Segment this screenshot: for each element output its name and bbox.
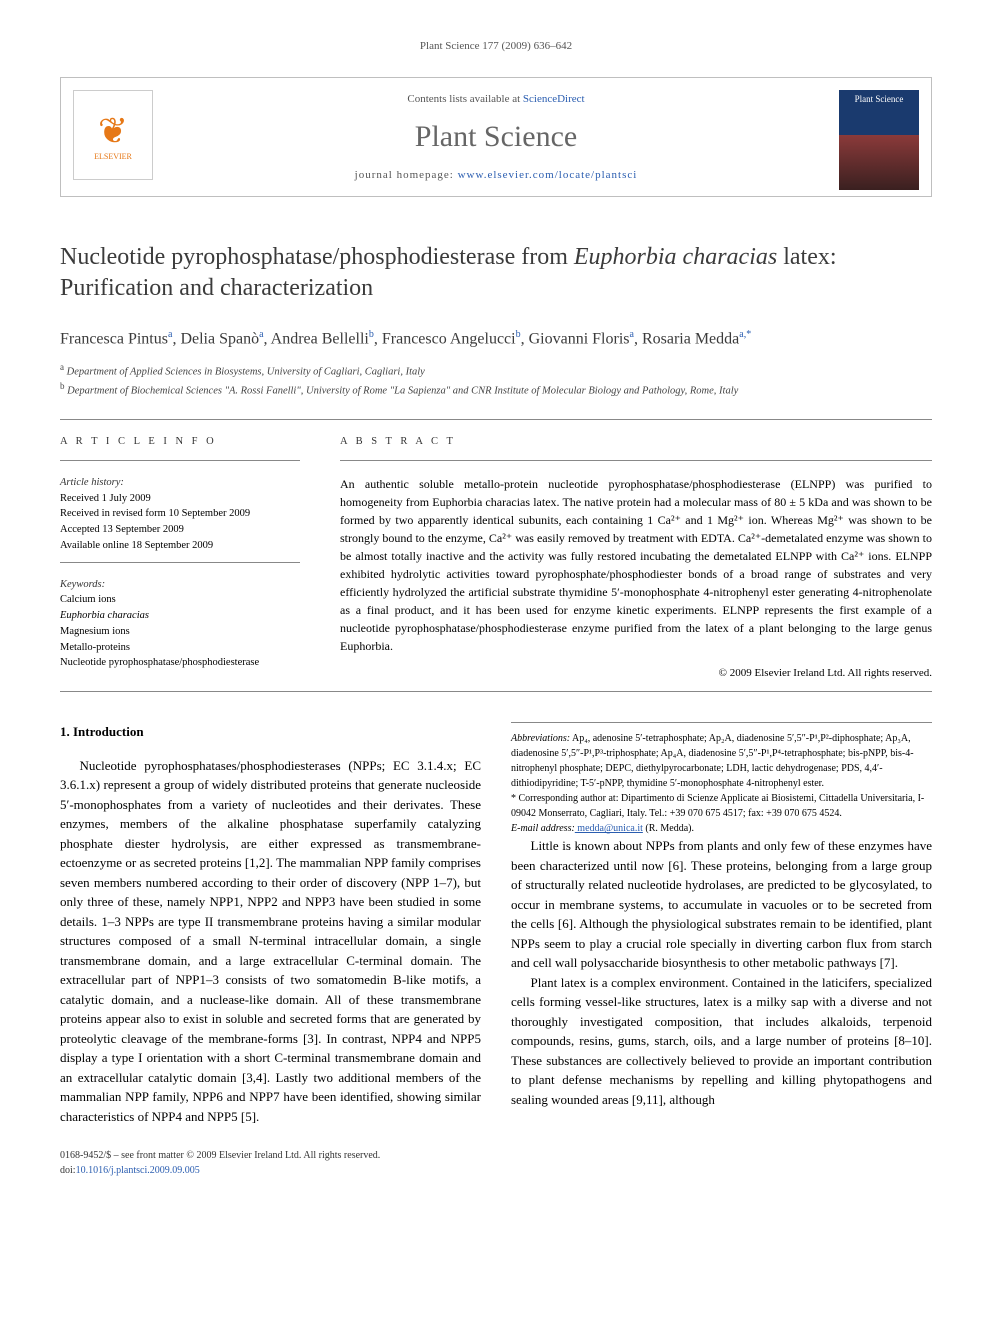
corresponding-author-footnote: * Corresponding author at: Dipartimento … xyxy=(511,791,932,821)
article-body: 1. Introduction Nucleotide pyrophosphata… xyxy=(60,722,932,1128)
doi-line: doi:10.1016/j.plantsci.2009.09.005 xyxy=(60,1163,932,1178)
elsevier-logo: ❦ ELSEVIER xyxy=(73,90,153,180)
elsevier-tree-icon: ❦ xyxy=(98,110,128,152)
article-history-label: Article history: xyxy=(60,475,300,491)
body-paragraph: Nucleotide pyrophosphatases/phosphodiest… xyxy=(60,756,481,1127)
abbreviations-footnote: Abbreviations: Ap₄, adenosine 5′-tetraph… xyxy=(511,731,932,791)
body-paragraph: Little is known about NPPs from plants a… xyxy=(511,836,932,973)
running-header: Plant Science 177 (2009) 636–642 xyxy=(60,40,932,52)
homepage-prefix: journal homepage: xyxy=(355,169,458,181)
abbrev-label: Abbreviations: xyxy=(511,733,570,744)
journal-homepage-line: journal homepage: www.elsevier.com/locat… xyxy=(171,169,821,181)
affiliations: a Department of Applied Sciences in Bios… xyxy=(60,361,932,400)
article-info-column: A R T I C L E I N F O Article history: R… xyxy=(60,434,300,681)
info-abstract-row: A R T I C L E I N F O Article history: R… xyxy=(60,434,932,681)
keyword: Nucleotide pyrophosphatase/phosphodieste… xyxy=(60,655,300,671)
body-paragraph: Plant latex is a complex environment. Co… xyxy=(511,973,932,1110)
keyword: Magnesium ions xyxy=(60,624,300,640)
abstract-text: An authentic soluble metallo-protein nuc… xyxy=(340,475,932,655)
email-link[interactable]: medda@unica.it xyxy=(575,823,643,834)
title-part1: Nucleotide pyrophosphatase/phosphodieste… xyxy=(60,244,574,270)
journal-cover-thumbnail[interactable]: Plant Science xyxy=(839,90,919,190)
history-online: Available online 18 September 2009 xyxy=(60,538,300,554)
keyword: Euphorbia characias xyxy=(60,608,300,624)
history-accepted: Accepted 13 September 2009 xyxy=(60,522,300,538)
sciencedirect-link[interactable]: ScienceDirect xyxy=(523,93,585,105)
history-received: Received 1 July 2009 xyxy=(60,491,300,507)
divider xyxy=(60,460,300,461)
article-title: Nucleotide pyrophosphatase/phosphodieste… xyxy=(60,242,932,304)
contents-prefix: Contents lists available at xyxy=(407,93,522,105)
doi-prefix: doi: xyxy=(60,1165,76,1176)
divider xyxy=(60,562,300,563)
divider xyxy=(60,691,932,692)
email-owner: (R. Medda). xyxy=(643,823,694,834)
divider xyxy=(340,460,932,461)
divider xyxy=(60,419,932,420)
copyright-line: 0168-9452/$ – see front matter © 2009 El… xyxy=(60,1148,932,1163)
author-list: Francesca Pintusa, Delia Spanòa, Andrea … xyxy=(60,329,932,348)
abstract-heading: A B S T R A C T xyxy=(340,434,932,450)
journal-masthead: ❦ ELSEVIER Plant Science Contents lists … xyxy=(60,77,932,197)
affiliation-b: b Department of Biochemical Sciences "A.… xyxy=(60,380,932,399)
keyword: Metallo-proteins xyxy=(60,640,300,656)
affiliation-a: a Department of Applied Sciences in Bios… xyxy=(60,361,932,380)
abbrev-text: Ap₄, adenosine 5′-tetraphosphate; Ap₂A, … xyxy=(511,733,914,789)
keyword: Calcium ions xyxy=(60,592,300,608)
article-info-heading: A R T I C L E I N F O xyxy=(60,434,300,450)
footnotes-block: Abbreviations: Ap₄, adenosine 5′-tetraph… xyxy=(511,722,932,836)
keywords-block: Keywords: Calcium ions Euphorbia characi… xyxy=(60,577,300,672)
corr-text: Corresponding author at: Dipartimento di… xyxy=(511,793,924,819)
history-revised: Received in revised form 10 September 20… xyxy=(60,506,300,522)
keywords-label: Keywords: xyxy=(60,577,300,593)
page-footer: 0168-9452/$ – see front matter © 2009 El… xyxy=(60,1148,932,1178)
abstract-column: A B S T R A C T An authentic soluble met… xyxy=(340,434,932,681)
contents-available-line: Contents lists available at ScienceDirec… xyxy=(171,93,821,105)
journal-name: Plant Science xyxy=(171,120,821,154)
elsevier-label: ELSEVIER xyxy=(94,152,132,161)
homepage-link[interactable]: www.elsevier.com/locate/plantsci xyxy=(458,169,638,181)
title-italic-species: Euphorbia characias xyxy=(574,244,777,270)
doi-link[interactable]: 10.1016/j.plantsci.2009.09.005 xyxy=(76,1165,200,1176)
email-label: E-mail address: xyxy=(511,823,575,834)
section-heading-introduction: 1. Introduction xyxy=(60,722,481,742)
cover-label: Plant Science xyxy=(855,94,904,104)
email-footnote: E-mail address: medda@unica.it (R. Medda… xyxy=(511,821,932,836)
article-page: Plant Science 177 (2009) 636–642 ❦ ELSEV… xyxy=(0,0,992,1218)
abstract-copyright: © 2009 Elsevier Ireland Ltd. All rights … xyxy=(340,665,932,682)
